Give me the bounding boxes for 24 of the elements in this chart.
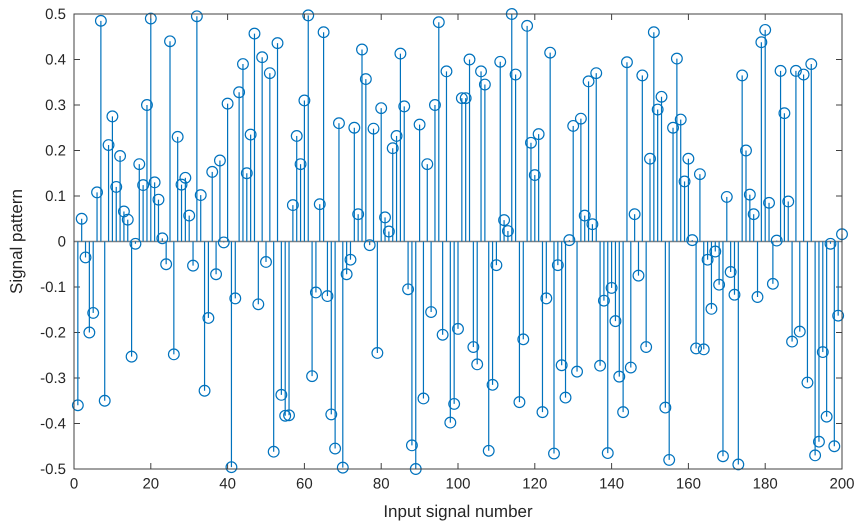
x-axis-title: Input signal number: [383, 502, 533, 521]
y-tick-label: 0.3: [45, 96, 66, 114]
x-tick-label: 140: [599, 476, 624, 493]
x-tick-label: 160: [676, 476, 701, 493]
x-tick-label: 120: [522, 476, 548, 493]
y-tick-label: -0.5: [40, 460, 66, 478]
x-tick-label: 40: [219, 476, 236, 493]
y-tick-label: -0.4: [40, 415, 66, 432]
y-tick-label: -0.1: [40, 278, 66, 296]
y-axis-title: Signal pattern: [7, 189, 26, 294]
x-tick-label: 200: [829, 476, 855, 493]
x-tick-label: 20: [142, 476, 160, 493]
x-tick-label: 0: [70, 476, 78, 493]
x-tick-label: 180: [752, 476, 778, 493]
y-tick-label: 0.2: [45, 142, 66, 160]
y-tick-label: 0.4: [45, 51, 66, 68]
y-tick-label: 0.1: [45, 188, 66, 205]
x-tick-label: 60: [296, 476, 313, 493]
x-tick-label: 100: [445, 476, 471, 493]
y-tick-label: -0.3: [40, 370, 66, 387]
x-tick-label: 80: [372, 476, 390, 493]
y-tick-label: -0.2: [40, 324, 66, 342]
y-tick-label: 0.5: [45, 6, 66, 23]
y-tick-label: 0: [58, 233, 66, 250]
